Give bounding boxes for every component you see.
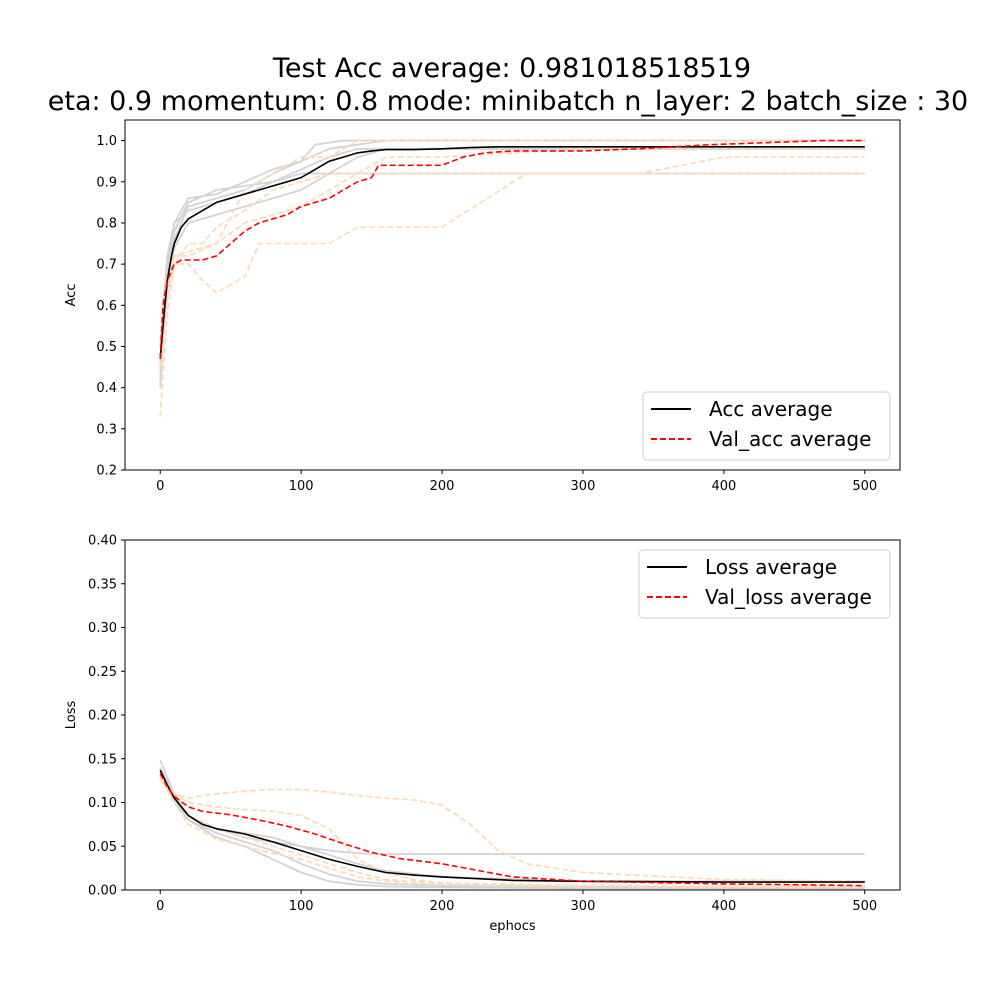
loss-ytick-label: 0.15 (88, 752, 117, 767)
figure-title-line2: eta: 0.9 momentum: 0.8 mode: minibatch n… (48, 86, 968, 117)
acc-ytick-label: 1.0 (96, 134, 117, 149)
loss-ytick-label: 0.40 (88, 534, 117, 549)
acc-ytick-label: 0.2 (96, 464, 117, 479)
loss-ylabel: Loss (64, 701, 79, 730)
acc-ytick-label: 0.7 (96, 258, 117, 273)
acc-ylabel: Acc (64, 284, 79, 307)
loss-plot: 0 100 200 300 400 500 0.00 0.05 0.10 0.15 0.20 0.25… (64, 534, 901, 934)
loss-ytick-label: 0.10 (88, 796, 117, 811)
loss-xtick-label: 300 (571, 899, 596, 914)
loss-ytick-label: 0.35 (88, 577, 117, 592)
acc-legend-box (642, 391, 891, 461)
loss-xtick-label: 0 (156, 899, 164, 914)
loss-val-run-line (159, 775, 865, 889)
acc-ytick-label: 0.8 (96, 216, 117, 231)
acc-ytick-label: 0.6 (96, 299, 117, 314)
loss-val-run-line (159, 777, 865, 888)
acc-ytick-label: 0.5 (96, 340, 117, 355)
acc-ytick-label: 0.3 (96, 422, 117, 437)
acc-xtick-label: 400 (711, 479, 736, 494)
acc-train-run-line (159, 147, 865, 372)
loss-legend-label-train: Loss average (705, 555, 837, 579)
loss-train-average-line (159, 769, 865, 883)
acc-xtick-label: 500 (852, 479, 877, 494)
acc-val-average-line (159, 139, 865, 359)
loss-ytick-label: 0.00 (88, 884, 117, 899)
acc-xtick-label: 200 (430, 479, 455, 494)
acc-ytick-label: 0.4 (96, 381, 117, 396)
acc-train-average-line (159, 146, 865, 359)
loss-ytick-label: 0.05 (88, 840, 117, 855)
acc-legend-label-train: Acc average (709, 397, 833, 421)
loss-val-run-line (159, 775, 865, 883)
acc-val-run-line (159, 172, 865, 368)
loss-series-group (159, 760, 865, 890)
loss-xlabel: ephocs (489, 919, 536, 934)
figure-title-line1: Test Acc average: 0.981018518519 (272, 53, 751, 84)
loss-legend-box (638, 549, 891, 619)
loss-xtick-label: 200 (430, 899, 455, 914)
loss-ytick-label: 0.30 (88, 621, 117, 636)
acc-train-run-line (159, 139, 865, 380)
loss-xtick-label: 100 (289, 899, 314, 914)
acc-xtick-label: 300 (571, 479, 596, 494)
loss-val-average-line (159, 773, 865, 887)
acc-xtick-label: 0 (156, 479, 164, 494)
loss-legend: Loss average Val_loss average (638, 549, 891, 619)
acc-plot: 0 100 200 300 400 500 0.2 0.3 0.4 0.5 0.6 0.7 0.8 0.9… (64, 119, 901, 494)
loss-xtick-label: 400 (711, 899, 736, 914)
acc-legend-label-val: Val_acc average (709, 427, 871, 451)
loss-xtick-label: 500 (852, 899, 877, 914)
acc-axes-frame (124, 119, 901, 471)
loss-ytick-label: 0.25 (88, 665, 117, 680)
loss-legend-label-val: Val_loss average (705, 585, 872, 609)
acc-legend: Acc average Val_acc average (642, 391, 891, 461)
acc-xtick-label: 100 (289, 479, 314, 494)
acc-val-run-line (159, 139, 865, 347)
loss-ytick-label: 0.20 (88, 709, 117, 724)
acc-ytick-label: 0.9 (96, 175, 117, 190)
loss-train-run-line (159, 771, 865, 890)
acc-series-group (159, 139, 865, 417)
